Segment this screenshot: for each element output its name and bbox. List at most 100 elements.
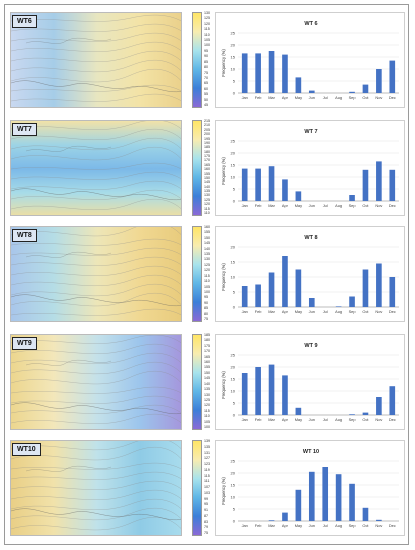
pressure-map-svg — [11, 227, 181, 321]
colorbar-tick-label: 195 — [204, 136, 210, 141]
x-tick-label: Nov — [375, 309, 382, 314]
y-tick-label: 20 — [231, 471, 236, 476]
y-tick-label: 10 — [231, 389, 236, 394]
wt-label: WT8 — [12, 229, 37, 242]
x-tick-label: Jan — [242, 203, 248, 208]
x-tick-label: Dec — [389, 95, 396, 100]
colorbar-tick-label: 150 — [204, 235, 210, 240]
y-tick-label: 5 — [233, 79, 236, 84]
colorbar-tick-label: 155 — [204, 230, 210, 235]
colorbar-tick-label: 135 — [204, 189, 210, 194]
colorbar-tick-label: 65 — [204, 81, 208, 86]
bar-jan — [241, 373, 248, 415]
x-tick-label: May — [295, 309, 302, 314]
colorbar-tick-label: 130 — [204, 392, 210, 397]
colorbar-tick-label: 115 — [204, 408, 210, 413]
colorbar-tick-label: 215 — [204, 119, 210, 123]
colorbar-tick-label: 115 — [204, 273, 210, 278]
bar-apr — [282, 512, 288, 521]
y-tick-label: 10 — [231, 275, 236, 280]
y-axis-label: Frequency (%) — [221, 477, 226, 505]
colorbar-tick-label: 175 — [204, 343, 210, 348]
colorbar-tick-label: 95 — [204, 48, 208, 53]
colorbar-tick-label: 175 — [204, 154, 210, 159]
y-tick-label: 15 — [231, 260, 236, 265]
bar-mar — [268, 272, 275, 307]
colorbar-tick-label: 125 — [204, 16, 210, 21]
x-tick-label: Jul — [323, 417, 328, 422]
x-tick-label: Jun — [309, 417, 315, 422]
colorbar-tick-label: 180 — [204, 338, 210, 343]
y-tick-label: 15 — [231, 163, 236, 168]
y-tick-label: 5 — [233, 187, 236, 192]
bar-nov — [376, 69, 382, 93]
y-tick-label: 20 — [231, 245, 236, 250]
x-tick-label: Dec — [389, 203, 396, 208]
y-tick-label: 10 — [231, 495, 236, 500]
bar-nov — [376, 263, 382, 307]
y-tick-label: 25 — [231, 353, 236, 358]
wt-label: WT10 — [12, 443, 41, 456]
wt-label: WT9 — [12, 337, 37, 350]
frequency-chart: WT 9 Frequency (%) 0 5 10 15 20 25 Jan Feb Mar Apr M… — [221, 343, 399, 422]
bar-jun — [308, 90, 315, 93]
pressure-map-svg — [11, 441, 181, 535]
colorbar-tick-label: 180 — [204, 149, 210, 154]
y-axis-label: Frequency (%) — [221, 371, 226, 399]
bar-oct — [362, 269, 369, 307]
bar-sep — [349, 195, 355, 201]
bar-jun — [308, 471, 315, 521]
chart-title: WT 8 — [304, 235, 317, 241]
bar-mar — [268, 51, 275, 93]
chart-title: WT 10 — [303, 449, 319, 455]
colorbar-tick-label: 190 — [204, 140, 210, 145]
x-tick-label: Jul — [323, 203, 328, 208]
bar-oct — [362, 507, 369, 521]
bar-aug — [335, 306, 342, 307]
colorbar-tick-label: 83 — [204, 519, 208, 524]
x-tick-label: Feb — [255, 95, 262, 100]
colorbar-tick-label: 115 — [204, 27, 210, 32]
colorbar-tick-label: 125 — [204, 197, 210, 202]
chart-title: WT 9 — [304, 343, 317, 349]
bar-sep — [349, 296, 355, 307]
colorbar-tick-label: 165 — [204, 162, 210, 167]
colorbar-tick-label: 105 — [204, 284, 210, 289]
colorbar-ticks: 139 135 131 127 123 119 115 111 107 103 99 95 91 87 83… — [204, 439, 216, 536]
colorbar-tick-label: 80 — [204, 311, 208, 316]
bar-may — [295, 407, 302, 415]
x-tick-label: Feb — [255, 203, 262, 208]
colorbar-tick-label: 160 — [204, 167, 210, 172]
y-tick-label: 25 — [231, 31, 236, 36]
x-tick-label: Apr — [282, 523, 289, 528]
chart-title: WT 6 — [304, 21, 317, 27]
chart-title: WT 7 — [304, 129, 317, 135]
bar-apr — [282, 256, 288, 307]
x-tick-label: Aug — [335, 95, 342, 100]
colorbar-tick-label: 165 — [204, 354, 210, 359]
colorbar-tick-label: 185 — [204, 333, 210, 337]
y-tick-label: 0 — [233, 305, 236, 310]
colorbar-tick-label: 95 — [204, 295, 208, 300]
y-tick-label: 15 — [231, 377, 236, 382]
x-tick-label: Nov — [375, 203, 382, 208]
colorbar-tick-label: 90 — [204, 300, 208, 305]
colorbar-tick-label: 70 — [204, 75, 208, 80]
colorbar-tick-label: 120 — [204, 202, 210, 207]
colorbar-tick-label: 150 — [204, 370, 210, 375]
colorbar-tick-label: 110 — [204, 32, 210, 37]
bar-sep — [349, 91, 355, 93]
colorbar-ticks: 185 180 175 170 165 160 155 150 145 140 135 130 125 1… — [204, 333, 216, 430]
colorbar-tick-label: 100 — [204, 43, 210, 48]
x-tick-label: Oct — [362, 95, 369, 100]
x-tick-label: Sep — [349, 417, 356, 422]
colorbar-tick-label: 105 — [204, 419, 210, 424]
y-tick-label: 20 — [231, 151, 236, 156]
x-tick-label: May — [295, 95, 302, 100]
x-tick-label: Mar — [268, 523, 275, 528]
colorbar-tick-label: 140 — [204, 381, 210, 386]
colorbar-tick-label: 125 — [204, 397, 210, 402]
bar-oct — [362, 169, 369, 201]
y-tick-label: 0 — [233, 199, 236, 204]
y-tick-label: 5 — [233, 290, 236, 295]
